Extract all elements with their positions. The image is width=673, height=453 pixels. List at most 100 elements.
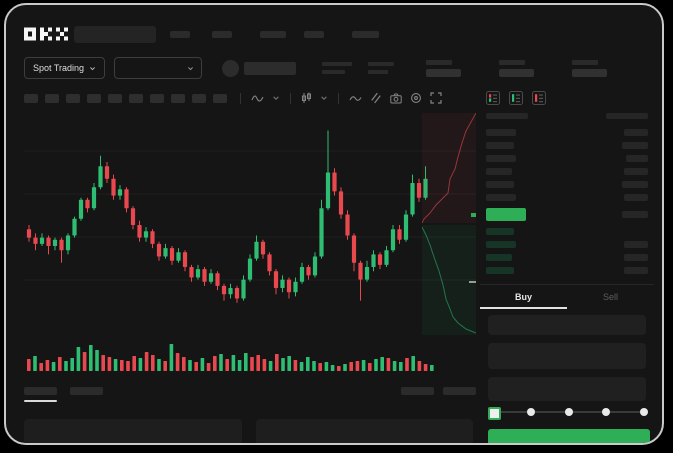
- candle: [228, 288, 233, 295]
- candle: [345, 214, 350, 236]
- ask-row[interactable]: [486, 139, 648, 152]
- tab-buy[interactable]: Buy: [480, 285, 567, 309]
- candle: [410, 183, 415, 215]
- candle: [312, 256, 318, 276]
- candle: [91, 187, 97, 209]
- candle: [26, 229, 32, 238]
- candle: [59, 239, 64, 251]
- settings-circle-icon[interactable]: [410, 92, 422, 104]
- ask-row[interactable]: [486, 126, 648, 139]
- book-bids-icon[interactable]: [509, 91, 523, 110]
- bid-row[interactable]: [486, 251, 648, 264]
- candle: [117, 189, 123, 196]
- indicators-wave-icon[interactable]: [251, 93, 264, 104]
- book-both-icon[interactable]: [486, 91, 500, 110]
- order-field-placeholder[interactable]: [488, 343, 646, 369]
- device-screen: Spot Trading: [4, 3, 664, 445]
- candle: [46, 237, 51, 246]
- candle: [104, 166, 110, 179]
- interval-button-placeholder[interactable]: [24, 93, 38, 103]
- order-field-placeholder[interactable]: [488, 377, 646, 401]
- candle: [319, 208, 324, 257]
- buy-submit-button[interactable]: [488, 429, 650, 443]
- candle: [195, 269, 201, 278]
- interval-button-placeholder[interactable]: [66, 93, 80, 103]
- interval-button-placeholder[interactable]: [192, 93, 206, 103]
- candle: [163, 248, 168, 257]
- bottom-tab-active[interactable]: [24, 387, 57, 402]
- interval-buttons: [24, 93, 234, 103]
- interval-button-placeholder[interactable]: [150, 93, 164, 103]
- search-input[interactable]: [74, 25, 156, 43]
- candle: [293, 281, 298, 293]
- camera-icon[interactable]: [390, 93, 402, 104]
- candle: [403, 214, 409, 240]
- chevron-down-icon: [90, 66, 95, 70]
- line-style-icon[interactable]: [349, 93, 362, 104]
- book-asks-icon[interactable]: [532, 91, 546, 110]
- pair-select[interactable]: [114, 57, 203, 79]
- nav-item-placeholder[interactable]: [304, 30, 324, 38]
- chevron-down-icon[interactable]: [320, 94, 328, 102]
- interval-button-placeholder[interactable]: [108, 93, 122, 103]
- slider-stop[interactable]: [564, 408, 573, 416]
- candle: [39, 237, 45, 244]
- bottom-tab[interactable]: [70, 387, 103, 395]
- ask-row[interactable]: [486, 152, 648, 165]
- orderbook-view-switcher: [486, 91, 546, 110]
- top-nav-bar: [24, 21, 646, 47]
- okx-logo[interactable]: [24, 27, 68, 41]
- slider-stop[interactable]: [639, 408, 648, 416]
- candle: [351, 235, 357, 263]
- pair-coin-icon: [222, 59, 240, 77]
- volume-chart: [24, 342, 476, 373]
- candle: [78, 199, 84, 219]
- last-price-row[interactable]: [486, 206, 648, 223]
- interval-button-placeholder[interactable]: [213, 93, 227, 103]
- candlestick-chart[interactable]: [24, 108, 476, 339]
- candle: [182, 252, 188, 267]
- interval-button-placeholder[interactable]: [129, 93, 143, 103]
- market-type-select[interactable]: Spot Trading: [24, 57, 106, 79]
- order-field-placeholder[interactable]: [488, 315, 646, 335]
- candle: [234, 288, 240, 299]
- candle: [52, 239, 58, 246]
- nav-item-placeholder[interactable]: [212, 30, 232, 38]
- bottom-action-placeholder[interactable]: [443, 387, 476, 395]
- amount-slider[interactable]: [488, 405, 648, 420]
- compare-icon[interactable]: [370, 92, 382, 104]
- candle: [156, 243, 162, 257]
- candle: [169, 248, 175, 261]
- divider: [240, 92, 241, 104]
- bid-row[interactable]: [486, 225, 648, 238]
- nav-item-placeholder[interactable]: [352, 30, 379, 38]
- bottom-panel-placeholder: [24, 419, 242, 443]
- bid-row[interactable]: [486, 264, 648, 277]
- interval-button-placeholder[interactable]: [87, 93, 101, 103]
- nav-item-placeholder[interactable]: [170, 30, 190, 38]
- slider-handle[interactable]: [488, 407, 501, 420]
- interval-button-placeholder[interactable]: [171, 93, 185, 103]
- nav-item-placeholder[interactable]: [260, 30, 286, 38]
- candle: [124, 189, 129, 209]
- divider: [338, 92, 339, 104]
- market-bar: Spot Trading: [24, 55, 646, 81]
- ask-row[interactable]: [486, 165, 648, 178]
- bottom-action-placeholder[interactable]: [401, 387, 434, 395]
- interval-button-placeholder[interactable]: [45, 93, 59, 103]
- fullscreen-icon[interactable]: [430, 92, 442, 104]
- market-type-label: Spot Trading: [33, 63, 85, 73]
- bid-row[interactable]: [486, 238, 648, 251]
- slider-stop[interactable]: [527, 408, 536, 416]
- candle: [33, 237, 38, 244]
- tab-sell[interactable]: Sell: [602, 292, 618, 302]
- ticker-stat-placeholder: [499, 59, 535, 77]
- slider-stop[interactable]: [602, 408, 611, 416]
- candle: [130, 208, 136, 225]
- candle-type-icon[interactable]: [301, 92, 312, 104]
- ask-row[interactable]: [486, 178, 648, 191]
- chevron-down-icon[interactable]: [272, 94, 280, 102]
- candle: [325, 172, 331, 209]
- ask-row[interactable]: [486, 191, 648, 204]
- divider: [480, 284, 654, 285]
